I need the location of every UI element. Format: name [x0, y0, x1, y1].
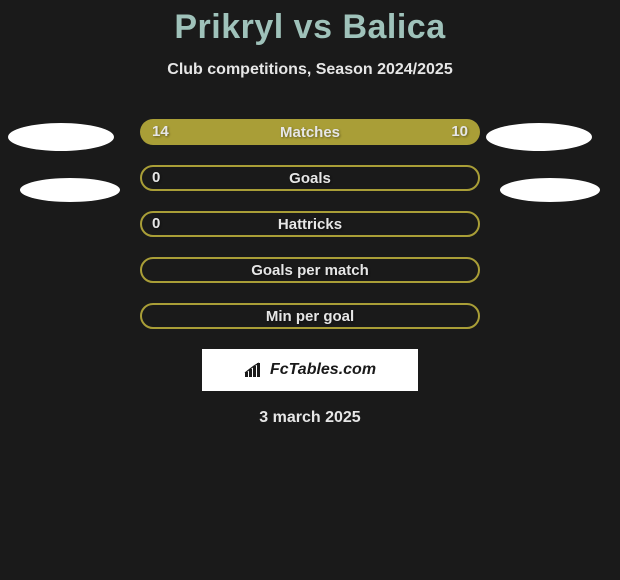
stat-bar: Min per goal — [140, 303, 480, 329]
site-logo[interactable]: FcTables.com — [202, 349, 418, 391]
stat-value-left: 0 — [152, 215, 160, 232]
decor-ellipse — [486, 123, 592, 151]
stat-value-right: 10 — [451, 123, 468, 140]
decor-ellipse — [8, 123, 114, 151]
page-title: Prikryl vs Balica — [0, 0, 620, 47]
stat-label: Goals per match — [251, 262, 369, 279]
logo-text: FcTables.com — [270, 361, 376, 379]
stat-row: Min per goal — [0, 303, 620, 329]
stat-label: Hattricks — [278, 216, 342, 233]
chart-icon — [244, 362, 264, 378]
stat-bar: Matches — [140, 119, 480, 145]
stat-bar: Goals — [140, 165, 480, 191]
stat-label: Goals — [289, 170, 331, 187]
decor-ellipse — [500, 178, 600, 202]
subtitle: Club competitions, Season 2024/2025 — [0, 61, 620, 79]
stat-label: Matches — [280, 124, 340, 141]
stat-value-left: 0 — [152, 169, 160, 186]
stat-row: Goals per match — [0, 257, 620, 283]
stat-bar: Goals per match — [140, 257, 480, 283]
stat-value-left: 14 — [152, 123, 169, 140]
stat-row: Hattricks 0 — [0, 211, 620, 237]
date-text: 3 march 2025 — [0, 409, 620, 427]
stat-bar: Hattricks — [140, 211, 480, 237]
decor-ellipse — [20, 178, 120, 202]
infographic-container: Prikryl vs Balica Club competitions, Sea… — [0, 0, 620, 580]
stat-label: Min per goal — [266, 308, 354, 325]
